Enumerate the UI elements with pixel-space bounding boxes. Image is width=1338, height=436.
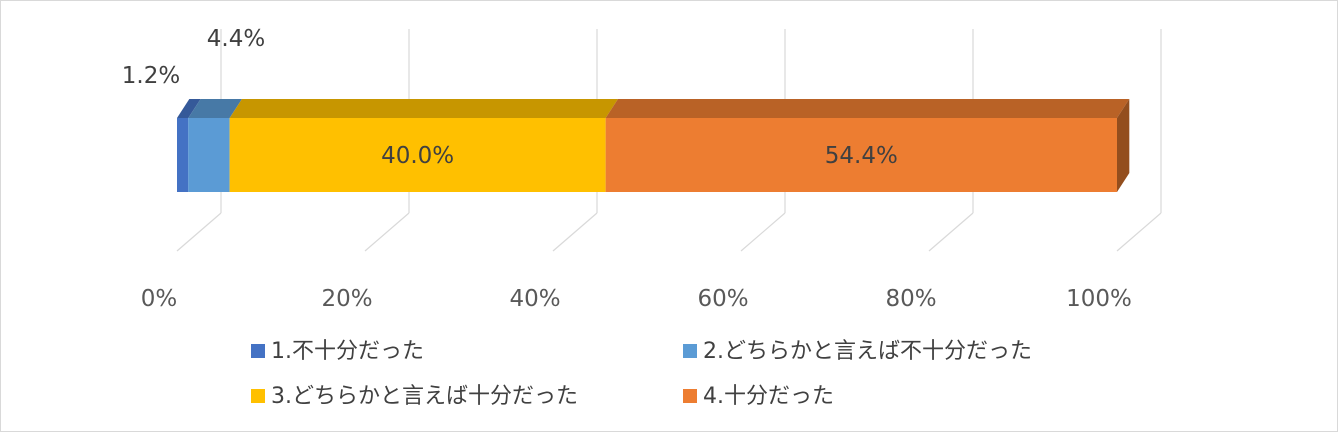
legend-label: 4.十分だった [703,384,834,409]
bar-segment-3 [229,118,606,192]
data-labels: 1.2% 4.4% 40.0% 54.4% [122,26,898,169]
gridline-floor [928,212,974,252]
legend: 1.不十分だった 2.どちらかと言えば不十分だった 3.どちらかと言えば十分だった 4… [251,339,1032,409]
data-label: 1.2% [122,63,180,89]
bar-segment-3-top [229,99,618,118]
gridline-floor [1116,212,1162,252]
axis-tick-labels: 0% 20% 40% 60% 80% 100% [141,286,1132,312]
gridline-floor [364,212,410,252]
bar-segment-1-top [177,99,201,118]
bar-segment-2-top [188,99,242,118]
x-tick-label: 20% [321,286,372,312]
x-tick-label: 80% [885,286,936,312]
bar-end-side [1117,99,1130,192]
bar-segment-2 [188,118,230,192]
bar-segment-4 [605,118,1117,192]
legend-label: 3.どちらかと言えば十分だった [271,384,578,409]
legend-label: 2.どちらかと言えば不十分だった [703,339,1032,364]
x-tick-label: 100% [1066,286,1132,312]
x-tick-label: 60% [697,286,748,312]
data-label: 4.4% [207,26,265,52]
bar-segment-4-top [605,99,1130,118]
gridline-floor [552,212,598,252]
legend-swatch [251,389,265,403]
gridline-floor [176,212,222,252]
data-label: 54.4% [825,143,898,169]
legend-swatch [251,344,265,358]
legend-swatch [683,389,697,403]
legend-label: 1.不十分だった [271,339,424,364]
x-tick-label: 0% [141,286,178,312]
bar-segment-1 [177,118,189,192]
legend-swatch [683,344,697,358]
gridline-floor [740,212,786,252]
x-tick-label: 40% [509,286,560,312]
data-label: 40.0% [381,143,454,169]
bar-segments [177,99,1130,192]
